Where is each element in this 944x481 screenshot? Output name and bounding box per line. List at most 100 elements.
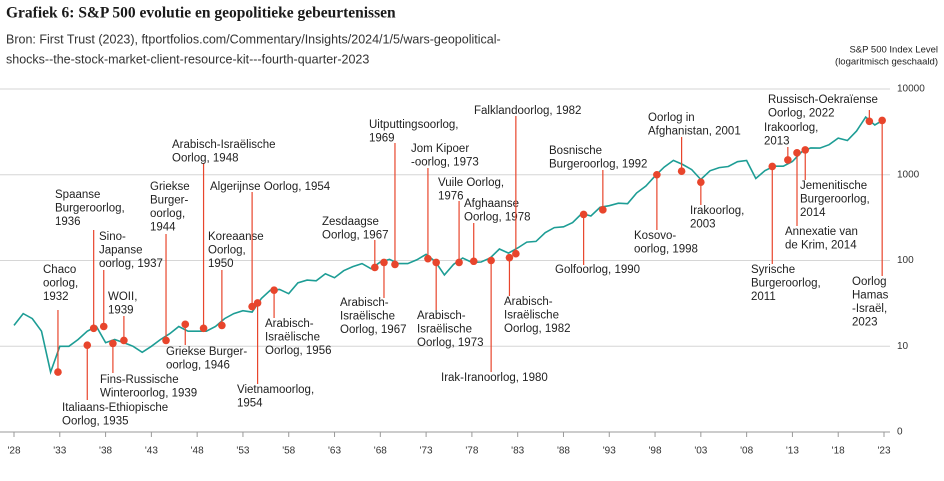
event-label: oorlog, 1998 bbox=[634, 244, 698, 256]
event-label: Syrische bbox=[751, 264, 795, 276]
event-label: Oorlog, 2022 bbox=[768, 108, 835, 120]
event-label: 1976 bbox=[438, 191, 464, 203]
event-label: -oorlog, 1973 bbox=[411, 157, 479, 169]
event-label: Burger- bbox=[150, 195, 189, 207]
x-tick-label: '93 bbox=[603, 446, 616, 457]
y-tick-label: 0 bbox=[897, 427, 903, 438]
event-marker bbox=[248, 302, 256, 311]
event-marker bbox=[784, 156, 792, 164]
event-label: Oorlog, 1956 bbox=[265, 345, 332, 357]
event-label: oorlog, bbox=[43, 278, 78, 290]
chart-title: Grafiek 6: S&P 500 evolutie en geopoliti… bbox=[6, 5, 396, 22]
event-marker bbox=[218, 321, 226, 330]
x-tick-label: '18 bbox=[832, 446, 845, 457]
x-tick-label: '33 bbox=[53, 446, 66, 457]
y-tick-label: 10000 bbox=[897, 84, 925, 95]
event-label: 2011 bbox=[751, 291, 776, 303]
event-label: 2023 bbox=[852, 317, 878, 329]
event-label: 1954 bbox=[237, 398, 263, 410]
event-label: de Krim, 2014 bbox=[785, 240, 857, 252]
event-label: Chaco bbox=[43, 264, 76, 276]
event-marker bbox=[865, 117, 874, 126]
event-label: Irakoorlog, bbox=[690, 205, 744, 217]
event-label: Spaanse bbox=[55, 189, 100, 201]
event-label: Zesdaagse bbox=[322, 216, 379, 228]
event-label: Arabisch- bbox=[340, 297, 389, 309]
event-label: 1944 bbox=[150, 222, 176, 234]
event-marker bbox=[653, 170, 661, 179]
event-label: 2013 bbox=[764, 136, 790, 148]
x-tick-label: '38 bbox=[99, 446, 112, 457]
event-label: Griekse Burger- bbox=[166, 346, 247, 358]
x-tick-label: '53 bbox=[236, 446, 249, 457]
event-marker bbox=[54, 368, 62, 376]
event-label: Oorlog, 1935 bbox=[62, 416, 129, 428]
event-label: Burgeroorlog, bbox=[800, 194, 870, 206]
event-label: Irakoorlog, bbox=[764, 122, 818, 134]
event-marker bbox=[677, 167, 686, 176]
event-marker bbox=[270, 286, 278, 295]
event-label: Israëlische bbox=[340, 311, 395, 323]
event-label: Irak-Iranoorlog, 1980 bbox=[441, 372, 548, 384]
event-marker bbox=[432, 258, 440, 267]
y-tick-label: 10 bbox=[897, 341, 909, 352]
x-tick-label: '98 bbox=[649, 446, 662, 457]
event-label: Burgeroorlog, bbox=[751, 278, 821, 290]
event-label: Kosovo- bbox=[634, 230, 676, 242]
event-label: Hamas bbox=[852, 290, 889, 302]
y-tick-label: 1000 bbox=[897, 169, 920, 180]
event-label: Afghaanse bbox=[464, 198, 519, 210]
event-label: Arabisch-Israëlische bbox=[172, 139, 276, 151]
event-label: WOII, bbox=[108, 291, 137, 303]
event-label: Oorlog, 1967 bbox=[322, 230, 389, 242]
event-label: Jom Kipoer bbox=[411, 143, 469, 155]
event-marker bbox=[793, 149, 801, 157]
x-tick-label: '68 bbox=[374, 446, 387, 457]
event-label: Arabisch- bbox=[504, 296, 553, 308]
event-marker bbox=[697, 178, 705, 186]
event-label: Burgeroorlog, bbox=[55, 203, 125, 215]
event-label: Oorlog, 1982 bbox=[504, 323, 571, 335]
event-label: Golfoorlog, 1990 bbox=[555, 264, 640, 276]
event-marker bbox=[199, 324, 208, 333]
event-marker bbox=[120, 336, 128, 345]
event-label: 1939 bbox=[108, 305, 134, 317]
event-label: Japanse bbox=[99, 245, 142, 257]
event-marker bbox=[801, 146, 810, 154]
y-axis-label: (logaritmisch geschaald) bbox=[835, 57, 938, 68]
subtitle: Bron: First Trust (2023), ftportfolios.c… bbox=[6, 32, 501, 46]
event-label: Oorlog, 1948 bbox=[172, 153, 239, 165]
event-label: Israëlische bbox=[504, 310, 559, 322]
event-marker bbox=[99, 322, 108, 331]
event-label: 2014 bbox=[800, 207, 826, 219]
event-label: oorlog, 1946 bbox=[166, 360, 230, 372]
event-label: Fins-Russische bbox=[100, 374, 179, 386]
event-marker bbox=[253, 299, 262, 307]
event-label: Oorlog, bbox=[208, 245, 246, 257]
event-label: 1932 bbox=[43, 291, 69, 303]
event-marker bbox=[380, 258, 388, 267]
event-label: 2003 bbox=[690, 219, 716, 231]
x-tick-label: '43 bbox=[145, 446, 158, 457]
event-label: Vietnamoorlog, bbox=[237, 384, 314, 396]
x-tick-label: '88 bbox=[557, 446, 570, 457]
event-label: Oorlog bbox=[852, 276, 887, 288]
event-label: oorlog, 1937 bbox=[99, 258, 163, 270]
event-marker bbox=[371, 263, 379, 272]
x-tick-label: '78 bbox=[465, 446, 478, 457]
event-label: Koreaanse bbox=[208, 231, 264, 243]
event-label: Vuile Oorlog, bbox=[438, 177, 504, 189]
event-marker bbox=[181, 320, 190, 329]
event-label: Sino- bbox=[99, 231, 126, 243]
line bbox=[13, 115, 885, 375]
event-marker bbox=[455, 258, 463, 267]
x-tick-label: '73 bbox=[420, 446, 433, 457]
y-tick-label: 100 bbox=[897, 255, 914, 266]
event-marker bbox=[109, 339, 117, 348]
event-label: Winteroorlog, 1939 bbox=[100, 388, 197, 400]
event-marker bbox=[579, 210, 588, 219]
event-label: Russisch-Oekraïense bbox=[768, 94, 878, 106]
event-label: Oorlog, 1973 bbox=[417, 337, 484, 349]
event-label: Italiaans-Ethiopische bbox=[62, 402, 168, 414]
